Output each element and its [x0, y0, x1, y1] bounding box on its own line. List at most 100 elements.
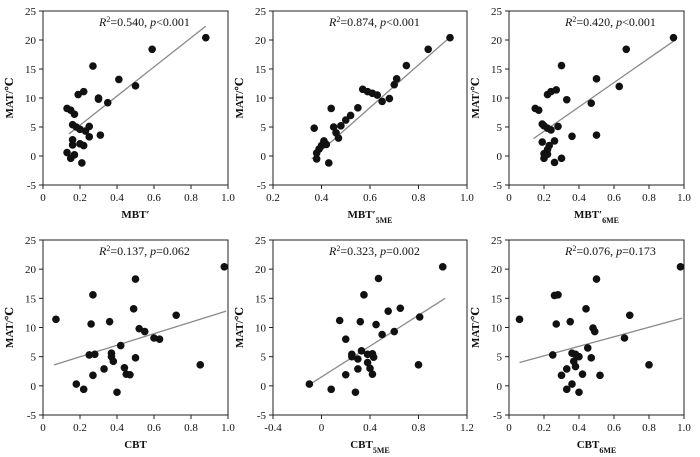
- x-tick-label: 0: [40, 192, 46, 204]
- data-point: [116, 341, 125, 350]
- y-tick-label: 10: [255, 93, 267, 105]
- data-point: [341, 116, 350, 124]
- data-point: [384, 307, 392, 315]
- y-tick-label: 20: [25, 35, 37, 47]
- data-point: [148, 45, 156, 54]
- y-tick-label: 25: [255, 6, 267, 18]
- fit-line: [68, 25, 207, 135]
- data-point: [402, 61, 411, 70]
- data-point: [415, 313, 424, 321]
- data-point: [363, 358, 372, 367]
- data-point: [356, 317, 365, 326]
- data-point: [596, 371, 604, 380]
- data-point: [131, 275, 140, 283]
- data-point: [373, 91, 382, 99]
- fit-line: [309, 297, 446, 386]
- y-tick-label: -5: [257, 410, 267, 422]
- y-tick-label: 0: [31, 381, 37, 393]
- data-point: [89, 371, 97, 380]
- y-tick-label: -5: [27, 410, 37, 422]
- data-point: [587, 354, 596, 362]
- y-tick-label: 20: [255, 35, 267, 47]
- data-point: [438, 263, 447, 271]
- x-tick-label: 0.6: [147, 422, 161, 434]
- y-tick-label: 5: [261, 352, 267, 364]
- x-tick-label: 0.8: [412, 422, 426, 434]
- y-axis-label: MAT/℃: [4, 307, 16, 348]
- y-tick-label: 10: [491, 323, 503, 335]
- data-point: [620, 334, 629, 342]
- data-point: [575, 388, 583, 397]
- y-tick-label: 25: [491, 6, 503, 18]
- data-point: [390, 80, 399, 89]
- data-point: [320, 138, 328, 146]
- data-point: [312, 149, 321, 157]
- x-axis-label: CBT: [124, 439, 147, 451]
- x-tick-label: 0.2: [73, 422, 87, 434]
- data-point: [334, 134, 343, 142]
- data-point: [81, 127, 90, 135]
- data-point: [552, 86, 561, 94]
- data-point: [557, 61, 566, 70]
- x-tick-label: 0.8: [184, 192, 198, 204]
- plot-frame: [42, 239, 229, 416]
- y-tick-label: 20: [491, 264, 503, 276]
- x-tick-label: 0.2: [266, 192, 280, 204]
- x-tick-label: 0.8: [642, 192, 656, 204]
- data-point: [374, 274, 383, 283]
- data-point: [545, 141, 554, 150]
- fit-line: [519, 317, 683, 364]
- y-tick-label: 20: [255, 264, 267, 276]
- plot-frame: [272, 10, 468, 186]
- data-point: [615, 82, 624, 91]
- data-point: [592, 275, 601, 283]
- fit-line: [533, 40, 674, 140]
- data-point: [129, 305, 138, 313]
- data-point: [91, 350, 99, 359]
- data-point: [515, 315, 524, 324]
- data-point: [669, 33, 678, 42]
- data-point: [131, 354, 140, 362]
- data-point: [590, 327, 599, 336]
- y-tick-label: 10: [25, 323, 37, 335]
- x-tick-label: 0.4: [363, 422, 377, 434]
- y-tick-label: -5: [493, 410, 503, 422]
- y-tick-label: 25: [255, 235, 267, 247]
- y-tick-label: 15: [491, 293, 503, 305]
- y-tick-label: 20: [25, 264, 37, 276]
- data-point: [360, 291, 368, 299]
- stats-annotation: R2=0.420, p<0.001: [564, 15, 656, 30]
- data-point: [172, 311, 180, 320]
- data-point: [568, 380, 576, 388]
- plot-frame: [508, 10, 685, 186]
- y-tick-label: -5: [257, 180, 267, 192]
- fit-line: [53, 310, 227, 366]
- x-tick-label: 0.6: [607, 422, 621, 434]
- stats-annotation: R2=0.137, p=0.062: [98, 244, 190, 259]
- x-tick-label: 1.0: [460, 192, 474, 204]
- x-tick-label: 0.4: [572, 422, 586, 434]
- y-tick-label: 15: [25, 293, 37, 305]
- y-axis-label: MAT/℃: [234, 77, 246, 118]
- y-tick-label: 0: [31, 151, 37, 163]
- y-axis-label: MAT/℃: [234, 307, 246, 348]
- data-point: [446, 33, 454, 42]
- data-point: [140, 327, 149, 336]
- x-tick-label: 0.8: [412, 192, 426, 204]
- plot-frame: [272, 239, 468, 416]
- data-point: [552, 320, 561, 328]
- stats-annotation: R2=0.874, p<0.001: [328, 15, 420, 30]
- data-point: [548, 351, 557, 359]
- data-point: [94, 94, 103, 102]
- data-point: [103, 98, 112, 107]
- x-tick-label: -0.4: [264, 422, 282, 434]
- x-tick-label: 0: [506, 192, 512, 204]
- y-tick-label: 15: [255, 64, 267, 76]
- data-point: [348, 352, 356, 361]
- data-point: [120, 363, 129, 372]
- y-tick-label: 15: [25, 64, 37, 76]
- data-point: [78, 159, 86, 167]
- x-tick-label: 1.0: [221, 192, 235, 204]
- x-tick-label: 0.8: [642, 422, 656, 434]
